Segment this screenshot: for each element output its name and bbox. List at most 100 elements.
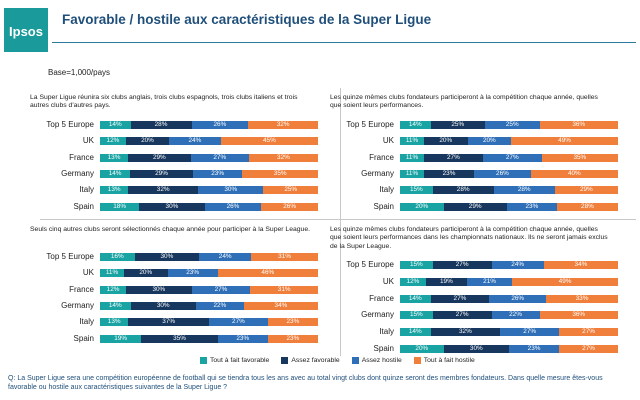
chart-row: Spain 20% 29% 23% 28% — [330, 202, 620, 212]
bar-segment-tout-a-fait-favorable: 12% — [100, 137, 126, 146]
stacked-bar: 12% 30% 27% 31% — [100, 285, 318, 294]
bar-segment-tout-a-fait-favorable: 14% — [100, 169, 131, 178]
chart-row: UK 12% 20% 24% 45% — [30, 136, 320, 146]
bar-segment-tout-a-fait-hostile: 49% — [512, 277, 618, 286]
data-label: 49% — [558, 137, 571, 145]
bar-segment-assez-hostile: 26% — [489, 294, 547, 303]
data-label: 28% — [456, 186, 470, 194]
data-label: 26% — [213, 121, 227, 128]
bar-segment-tout-a-fait-favorable: 14% — [400, 294, 431, 303]
category-label: Italy — [379, 185, 394, 195]
legend-swatch — [351, 357, 359, 364]
bar-segment-tout-a-fait-hostile: 27% — [559, 328, 618, 337]
page-title: Favorable / hostile aux caractéristiques… — [62, 12, 432, 27]
bar-segment-tout-a-fait-hostile: 32% — [248, 121, 318, 129]
stacked-bar: 16% 30% 24% 31% — [100, 253, 318, 261]
bar-segment-tout-a-fait-hostile: 26% — [261, 202, 318, 211]
bar-segment-tout-a-fait-favorable: 20% — [400, 345, 444, 353]
data-label: 15% — [409, 261, 423, 268]
bar-segment-tout-a-fait-hostile: 46% — [217, 269, 318, 278]
data-label: 26% — [226, 202, 240, 210]
bar-segment-assez-favorable: 28% — [432, 186, 494, 195]
bar-segment-assez-hostile: 26% — [474, 169, 531, 178]
chart-row: Spain 18% 30% 26% 26% — [30, 202, 320, 212]
data-label: 11% — [405, 153, 419, 161]
stacked-bar: 11% 23% 26% 40% — [400, 169, 618, 178]
bar-segment-assez-favorable: 30% — [126, 285, 192, 294]
data-label: 30% — [224, 186, 238, 194]
data-label: 31% — [278, 253, 291, 260]
bar-segment-assez-favorable: 30% — [130, 301, 196, 310]
bar-segment-tout-a-fait-hostile: 33% — [546, 294, 618, 303]
bar-segment-assez-hostile: 22% — [491, 311, 540, 320]
bar-segment-tout-a-fait-favorable: 14% — [400, 328, 431, 337]
bar-segment-tout-a-fait-favorable: 12% — [100, 285, 127, 294]
bar-segment-assez-favorable: 35% — [141, 334, 218, 343]
stacked-bar: 15% 27% 24% 34% — [400, 261, 618, 269]
chart-row: France 14% 27% 26% 33% — [330, 294, 620, 304]
bar-segment-assez-hostile: 24% — [199, 253, 252, 261]
chart-description: Les quinze mêmes clubs fondateurs partic… — [330, 94, 598, 110]
stacked-bar: 11% 27% 27% 35% — [400, 153, 618, 162]
data-label: 28% — [154, 121, 168, 128]
bar-segment-tout-a-fait-hostile: 29% — [554, 186, 618, 195]
bar-segment-assez-favorable: 20% — [423, 137, 468, 146]
bar-segment-assez-hostile: 20% — [467, 137, 512, 146]
data-label: 24% — [218, 253, 232, 260]
bar-segment-assez-hostile: 28% — [493, 186, 555, 195]
data-label: 23% — [525, 202, 539, 210]
bar-segment-assez-hostile: 23% — [167, 269, 218, 278]
data-label: 49% — [558, 277, 572, 285]
data-label: 23% — [236, 334, 250, 342]
bar-segment-tout-a-fait-favorable: 11% — [400, 137, 424, 146]
bar-segment-tout-a-fait-favorable: 13% — [100, 186, 129, 195]
bar-segment-assez-hostile: 27% — [190, 153, 249, 162]
bar-segment-assez-hostile: 22% — [195, 301, 244, 310]
category-label: UK — [82, 136, 94, 146]
data-label: 28% — [581, 202, 594, 210]
data-label: 29% — [468, 202, 482, 210]
bar-segment-tout-a-fait-hostile: 49% — [511, 137, 618, 146]
legend-label: Assez hostile — [361, 357, 402, 364]
data-label: 14% — [108, 121, 122, 128]
data-label: 32% — [458, 328, 472, 336]
data-label: 30% — [152, 285, 166, 293]
data-label: 12% — [106, 137, 120, 145]
data-label: 26% — [496, 169, 509, 177]
stacked-bar: 14% 25% 25% 36% — [400, 121, 618, 129]
stacked-bar: 13% 29% 27% 32% — [100, 153, 318, 162]
bar-segment-tout-a-fait-hostile: 35% — [242, 169, 318, 178]
chart-row: Germany 14% 30% 22% 34% — [30, 301, 320, 311]
bar-segment-assez-favorable: 20% — [125, 137, 170, 146]
data-label: 45% — [263, 137, 276, 145]
bar-segment-assez-favorable: 19% — [425, 277, 467, 286]
bar-segment-assez-hostile: 25% — [485, 121, 540, 129]
data-label: 20% — [415, 202, 429, 210]
data-label: 16% — [110, 253, 124, 260]
chart-description: Les quinze mêmes clubs fondateurs partic… — [330, 226, 608, 250]
stacked-bar: 11% 20% 20% 49% — [400, 137, 618, 146]
chart-row: Top 5 Europe 14% 25% 25% 36% — [330, 120, 620, 130]
category-label: Germany — [361, 310, 394, 320]
category-label: Spain — [373, 201, 394, 211]
logo-background — [4, 8, 48, 52]
category-label: Germany — [61, 168, 94, 178]
stacked-bar: 14% 28% 26% 32% — [100, 121, 318, 129]
data-label: 15% — [409, 311, 423, 319]
bar-segment-tout-a-fait-favorable: 11% — [100, 269, 124, 278]
data-label: 35% — [573, 153, 587, 161]
data-label: 29% — [579, 186, 593, 194]
data-label: 37% — [162, 318, 176, 326]
bar-segment-assez-favorable: 27% — [430, 294, 490, 303]
data-label: 27% — [523, 328, 537, 336]
bar-segment-assez-favorable: 27% — [432, 311, 492, 320]
bar-segment-assez-hostile: 30% — [198, 186, 264, 195]
data-label: 23% — [211, 169, 225, 177]
category-label: Top 5 Europe — [346, 120, 394, 129]
legend-swatch — [281, 357, 289, 364]
data-label: 26% — [511, 294, 525, 302]
data-label: 12% — [106, 285, 120, 293]
data-label: 23% — [286, 318, 300, 326]
data-label: 32% — [156, 186, 170, 194]
category-label: France — [69, 284, 94, 294]
